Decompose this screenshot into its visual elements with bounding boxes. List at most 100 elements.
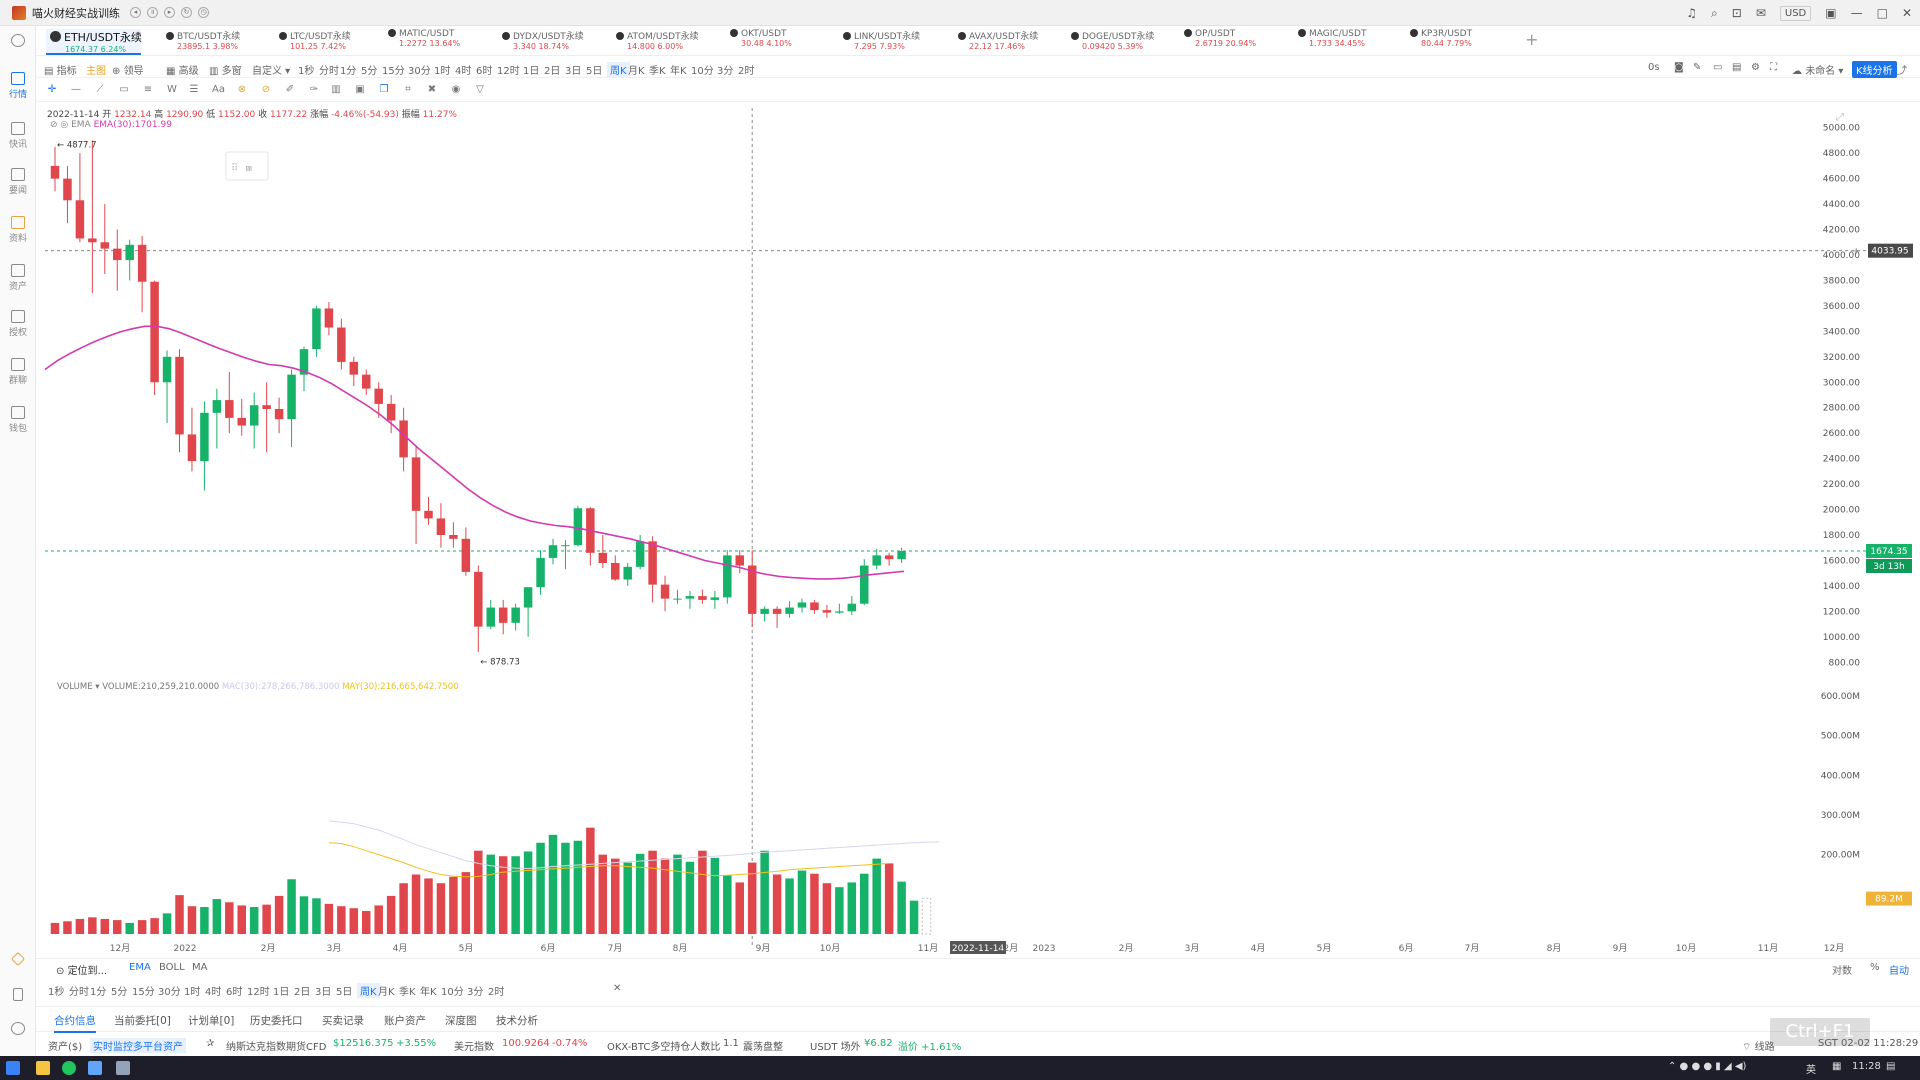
pattern-icon[interactable]: ⊗ <box>237 84 247 95</box>
phone-icon[interactable] <box>0 988 36 1003</box>
parallel-icon[interactable]: ≡ <box>143 84 153 95</box>
boll-toggle[interactable]: BOLL <box>159 962 185 973</box>
ticker-tab-op[interactable]: OP/USDT 2.6719 20.94% <box>1180 29 1256 55</box>
brush-icon[interactable]: ✐ <box>285 84 295 95</box>
layout-icon[interactable]: ▣ <box>1825 6 1837 20</box>
tray-icons[interactable]: ⌃ ● ● ● ▮ ◢ ◀) <box>1668 1061 1747 1072</box>
locate-button[interactable]: ⊙ 定位到... <box>56 966 108 977</box>
ticker-tab-link[interactable]: LINK/USDT永续 7.295 7.93% <box>839 29 920 55</box>
share-icon[interactable]: ⤴ <box>1897 66 1907 77</box>
timeframe-16[interactable]: 季K <box>399 987 416 998</box>
timeframe-18[interactable]: 10分 <box>441 987 464 998</box>
sidebar-item-assets[interactable]: 资产 <box>0 264 36 292</box>
sidebar-item-data[interactable]: 资料 <box>0 216 36 244</box>
multi-window-button[interactable]: ▥ 多窗 <box>209 66 242 77</box>
timeframe-20[interactable]: 2时 <box>738 66 755 77</box>
pause-icon[interactable]: ॥ <box>147 7 158 18</box>
main-chart-tag[interactable]: 主图 <box>86 66 106 77</box>
timeframe-7[interactable]: 4时 <box>205 987 222 998</box>
tab-contract-info[interactable]: 合约信息 <box>54 1013 96 1033</box>
tab-depth-chart[interactable]: 深度图 <box>445 1015 477 1027</box>
ray-icon[interactable]: ⟋ <box>96 84 104 95</box>
refresh-icon[interactable]: ↻ <box>181 7 192 18</box>
timeframe-13[interactable]: 5日 <box>586 66 603 77</box>
timeframe-11[interactable]: 2日 <box>544 66 561 77</box>
timeframe-14[interactable]: 周K <box>357 983 380 998</box>
timeframe-2[interactable]: 1分 <box>340 66 357 77</box>
ticker-tab-eth[interactable]: ETH/USDT永续 1674.37 6.24% <box>46 29 142 55</box>
gear-icon[interactable]: ⚙ <box>1751 62 1760 73</box>
line-icon[interactable]: — <box>71 84 81 95</box>
ime-indicator[interactable]: 英 <box>1806 1065 1816 1076</box>
tab-plan-orders[interactable]: 计划单[0] <box>188 1015 235 1027</box>
timeframe-8[interactable]: 6时 <box>476 66 493 77</box>
forward-icon[interactable]: ▸ <box>164 7 175 18</box>
sidebar-item-wallet[interactable]: 钱包 <box>0 406 36 434</box>
pen-icon[interactable]: ✎ <box>1693 62 1702 73</box>
timeframe-10[interactable]: 1日 <box>273 987 290 998</box>
timeframe-18[interactable]: 10分 <box>691 66 714 77</box>
bell-icon[interactable]: ♫ <box>1686 6 1698 20</box>
ticker-tab-magic[interactable]: MAGIC/USDT 1.733 34.45% <box>1294 29 1366 55</box>
timeframe-14[interactable]: 周K <box>607 62 630 77</box>
ticker-tab-matic[interactable]: MATIC/USDT 1.2272 13.64% <box>384 29 460 55</box>
ticker-tab-atom[interactable]: ATOM/USDT永续 14.800 6.00% <box>612 29 699 55</box>
timeframe-3[interactable]: 5分 <box>361 66 378 77</box>
timeframe-20[interactable]: 2时 <box>488 987 505 998</box>
gann-icon[interactable]: ⊘ <box>261 84 271 95</box>
minimize-icon[interactable]: — <box>1850 6 1863 20</box>
sidebar-item-headlines[interactable]: 要闻 <box>0 168 36 196</box>
timeframe-1[interactable]: 分时 <box>319 66 339 77</box>
notes-task-icon[interactable] <box>116 1061 130 1075</box>
settings-icon[interactable] <box>0 1022 36 1037</box>
percent-scale-toggle[interactable]: % <box>1870 962 1880 973</box>
template-icon[interactable]: ▭ <box>1713 62 1723 73</box>
gift-icon[interactable]: ⊡ <box>1731 6 1742 20</box>
ticker-tab-ltc[interactable]: LTC/USDT永续 101.25 7.42% <box>275 29 351 55</box>
trash-icon[interactable]: ✖ <box>427 84 437 95</box>
folder-icon[interactable] <box>36 1061 50 1075</box>
ticker-tab-avax[interactable]: AVAX/USDT永续 22.12 17.46% <box>954 29 1038 55</box>
lock-icon[interactable]: ▣ <box>355 84 365 95</box>
lead-button[interactable]: ⊕ 领导 <box>112 66 144 77</box>
ema-toggle[interactable]: EMA <box>129 962 151 973</box>
crosshair-icon[interactable]: ✛ <box>47 84 57 95</box>
sidebar-item-market[interactable]: 行情 <box>0 72 36 100</box>
timeframe-13[interactable]: 5日 <box>336 987 353 998</box>
ticker-tab-kp3r[interactable]: KP3R/USDT 80.44 7.79% <box>1406 29 1472 55</box>
timeframe-9[interactable]: 12时 <box>497 66 520 77</box>
custom-dropdown[interactable]: 自定义 ▾ <box>252 66 291 77</box>
text-icon[interactable]: Aa <box>212 84 225 95</box>
layers-icon[interactable]: ▤ <box>1732 62 1742 73</box>
pin-icon[interactable]: ✰ <box>206 1038 215 1049</box>
ticker-tab-okt[interactable]: OKT/USDT 30.48 4.10% <box>726 29 792 55</box>
notification-icon[interactable]: ▤ <box>1886 1061 1896 1072</box>
sidebar-item-news[interactable]: 快讯 <box>0 122 36 150</box>
timeframe-3[interactable]: 5分 <box>111 987 128 998</box>
ma-toggle[interactable]: MA <box>192 962 208 973</box>
currency-select[interactable]: USD <box>1779 5 1812 21</box>
sidebar-item-auth[interactable]: 授权 <box>0 310 36 338</box>
network-status[interactable]: ⌔ 线路 <box>1742 1042 1775 1053</box>
monitor-link[interactable]: 实时监控多平台资产 <box>90 1038 186 1053</box>
mail-icon[interactable]: ✉ <box>1755 6 1766 20</box>
timeframe-19[interactable]: 3分 <box>717 66 734 77</box>
timeframe-5[interactable]: 30分 <box>408 66 431 77</box>
auto-scale-toggle[interactable]: 自动 <box>1889 966 1909 977</box>
camera-icon[interactable]: ◙ <box>1674 62 1684 73</box>
fib-icon[interactable]: ☰ <box>189 84 199 95</box>
timeframe-15[interactable]: 月K <box>628 66 645 77</box>
cloud-save-dropdown[interactable]: ☁ 未命名 ▾ <box>1792 66 1844 77</box>
kline-analysis-button[interactable]: K线分析 <box>1852 61 1897 78</box>
eraser-icon[interactable]: ✑ <box>309 84 319 95</box>
timeframe-7[interactable]: 4时 <box>455 66 472 77</box>
tab-open-orders[interactable]: 当前委托[0] <box>114 1015 171 1027</box>
close-icon[interactable]: ✕ <box>1901 6 1912 20</box>
indicator-button[interactable]: ▤ 指标 <box>44 66 77 77</box>
maximize-icon[interactable]: □ <box>1876 6 1888 20</box>
timeframe-19[interactable]: 3分 <box>467 987 484 998</box>
timeframe-17[interactable]: 年K <box>420 987 437 998</box>
wave-icon[interactable]: W <box>167 84 177 95</box>
timeframe-6[interactable]: 1时 <box>184 987 201 998</box>
timeframe-4[interactable]: 15分 <box>132 987 155 998</box>
